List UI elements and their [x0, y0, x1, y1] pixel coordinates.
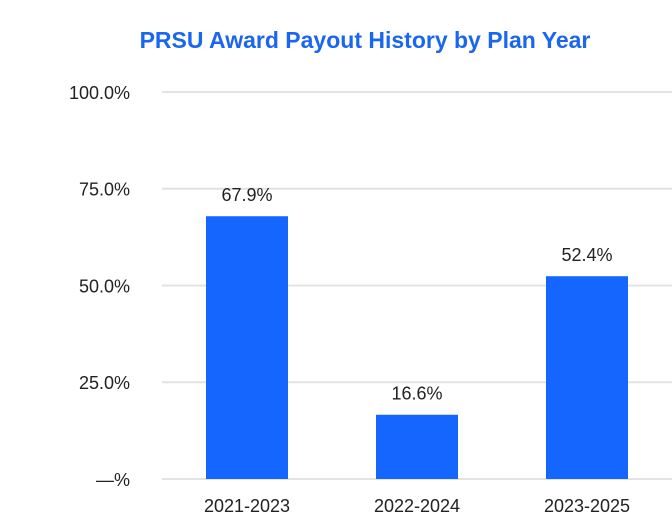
chart-title: PRSU Award Payout History by Plan Year [140, 27, 591, 53]
bar [376, 414, 458, 479]
y-tick-label: 50.0% [79, 276, 130, 296]
bar [206, 216, 288, 480]
y-tick-label: 75.0% [79, 180, 130, 200]
y-tick-label: 100.0% [69, 83, 130, 103]
bar [546, 276, 628, 479]
x-tick-label: 2022-2024 [374, 496, 460, 516]
value-label: 67.9% [221, 185, 272, 205]
y-tick-label: 25.0% [79, 373, 130, 393]
value-label: 16.6% [391, 384, 442, 404]
x-tick-label: 2021-2023 [204, 496, 290, 516]
value-label: 52.4% [561, 245, 612, 265]
y-tick-label: —% [96, 470, 130, 490]
x-tick-label: 2023-2025 [544, 496, 630, 516]
